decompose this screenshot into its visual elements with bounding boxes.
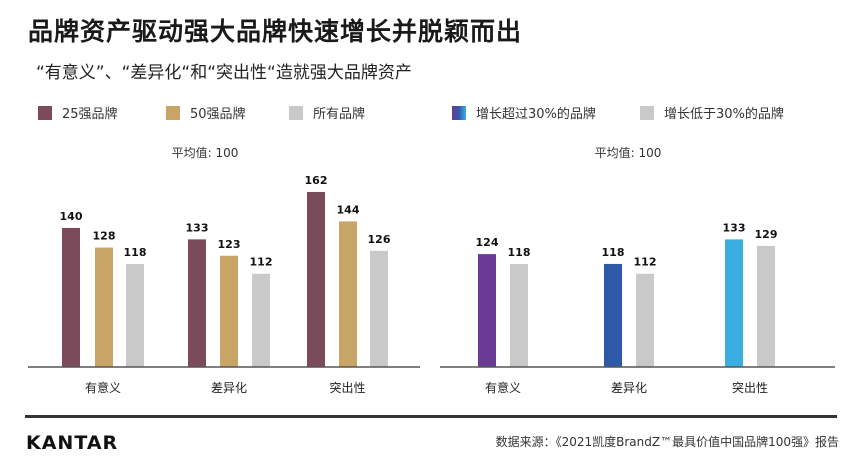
kantar-logo: KANTAR (26, 432, 119, 454)
legend-swatch (38, 106, 52, 120)
page-title: 品牌资产驱动强大品牌快速增长并脱颖而出 (28, 17, 523, 46)
bar (126, 263, 144, 367)
footer-divider (25, 415, 837, 418)
category-label: 有意义 (485, 380, 521, 395)
legend-swatch (452, 106, 466, 120)
bar (95, 247, 113, 367)
bar (370, 250, 388, 367)
data-label: 118 (602, 246, 625, 259)
data-label: 112 (250, 256, 273, 269)
legend-swatch (640, 106, 654, 120)
data-label: 118 (124, 246, 147, 259)
data-label: 128 (93, 230, 116, 243)
data-label: 126 (368, 233, 391, 246)
category-label: 突出性 (329, 380, 365, 395)
legend-label: 增长低于30%的品牌 (664, 106, 784, 122)
bar (757, 245, 775, 367)
bar (478, 254, 496, 367)
data-label: 162 (305, 174, 328, 187)
category-label: 差异化 (611, 381, 647, 395)
bar (188, 239, 206, 367)
data-label: 129 (755, 228, 778, 241)
data-label: 133 (186, 221, 209, 234)
data-label: 123 (218, 238, 241, 251)
data-source: 数据来源：《2021凯度BrandZ™最具价值中国品牌100强》报告 (495, 435, 839, 449)
average-annotation: 平均值: 100 (172, 145, 239, 160)
data-label: 124 (476, 236, 499, 249)
bar (604, 263, 622, 367)
legend-label: 增长超过30%的品牌 (476, 106, 596, 122)
legend-label: 25强品牌 (62, 106, 118, 122)
bar (339, 221, 357, 367)
average-annotation: 平均值: 100 (595, 145, 662, 160)
bar (220, 255, 238, 367)
bar (62, 227, 80, 367)
bar (636, 273, 654, 367)
bar (252, 273, 270, 367)
legend-swatch (289, 106, 303, 120)
legend-label: 50强品牌 (190, 106, 246, 122)
bar (510, 263, 528, 367)
category-label: 有意义 (85, 380, 121, 395)
page-subtitle: “有意义”、“差异化“和“突出性“造就强大品牌资产 (36, 63, 412, 83)
data-label: 144 (337, 203, 360, 216)
data-label: 133 (723, 221, 746, 234)
data-label: 112 (634, 256, 657, 269)
category-label: 差异化 (211, 381, 247, 395)
category-label: 突出性 (732, 380, 768, 395)
legend-label: 所有品牌 (313, 106, 365, 122)
bar (725, 239, 743, 367)
data-label: 140 (60, 210, 83, 223)
data-label: 118 (508, 246, 531, 259)
bar (307, 191, 325, 367)
legend-swatch (166, 106, 180, 120)
